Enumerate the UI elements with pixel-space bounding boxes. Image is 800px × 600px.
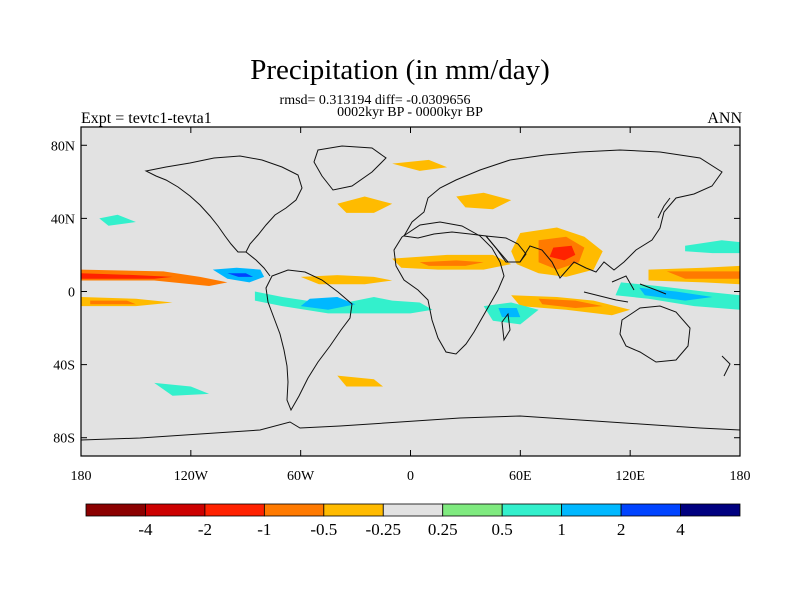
colorbar-swatch (204, 503, 265, 517)
colorbar: -4 -2 -1 -0.5 -0.25 0.25 0.5 1 2 4 (85, 503, 741, 539)
region-western-pacific-itcz-core (666, 271, 740, 279)
period-line: 0002kyr BP - 0000kyr BP (337, 105, 483, 120)
coast-indonesia (583, 275, 667, 303)
colorbar-label: 2 (617, 520, 626, 539)
region-southern-ocean-dry (337, 375, 383, 387)
coast-eurasia (403, 149, 723, 279)
colorbar-label: -0.25 (366, 520, 401, 539)
colorbar-swatch (85, 503, 146, 517)
colorbar-label: -4 (138, 520, 153, 539)
coastlines (81, 145, 740, 441)
region-south-pacific-dry-core (90, 300, 136, 305)
x-tick-label: 180 (71, 469, 92, 484)
region-arctic-dry (392, 159, 448, 171)
x-tick-label: 180 (730, 469, 751, 484)
region-sahel-dry-core (419, 260, 484, 266)
region-north-pacific-wet (685, 240, 740, 254)
colorbar-label: 4 (676, 520, 685, 539)
region-europe-dry (456, 192, 512, 210)
y-axis: 80N 40N 0 40S 80S (51, 139, 740, 447)
y-tick-label: 80S (53, 432, 75, 447)
coast-new-zealand (721, 355, 731, 377)
colorbar-swatch (561, 503, 622, 517)
x-tick-label: 0 (407, 469, 414, 484)
colorbar-swatch (620, 503, 681, 517)
chart-title: Precipitation (in mm/day) (250, 54, 550, 86)
coast-madagascar (501, 312, 511, 342)
coast-antarctica (81, 415, 740, 441)
colorbar-swatch (382, 503, 444, 517)
region-north-atlantic-wet (99, 214, 136, 226)
colorbar-label: -0.5 (310, 520, 337, 539)
colorbar-swatch (442, 503, 503, 517)
x-axis: 180 120W 60W 0 60E 120E 180 (71, 127, 751, 484)
region-tropical-atlantic-wet (254, 291, 433, 314)
region-atlantic-itcz-dry (300, 275, 393, 285)
coast-africa (393, 221, 505, 355)
colorbar-label: -2 (198, 520, 212, 539)
x-tick-label: 60E (509, 469, 532, 484)
colorbar-swatch (501, 503, 563, 517)
colorbar-label: -1 (257, 520, 271, 539)
coast-central-america (245, 251, 271, 277)
region-north-atlantic-dry (337, 196, 393, 213)
colorbar-label: 0.25 (428, 520, 458, 539)
coast-australia (619, 305, 691, 363)
season-label: ANN (707, 110, 742, 127)
region-india-core (549, 245, 576, 261)
y-tick-label: 40S (53, 359, 75, 374)
colorbar-swatch (145, 503, 206, 517)
stats-line: rmsd= 0.313194 diff= -0.0309656 (279, 93, 471, 108)
y-tick-label: 80N (51, 139, 75, 154)
coast-south-america (265, 269, 353, 412)
coast-japan (657, 197, 671, 219)
coast-arabia (484, 235, 527, 263)
colorbar-swatch (263, 503, 325, 517)
y-tick-label: 40N (51, 212, 75, 227)
x-tick-label: 120W (174, 469, 209, 484)
region-central-america-wet-core (227, 273, 254, 277)
experiment-label: Expt = tevtc1-tevta1 (81, 110, 212, 127)
coast-greenland (313, 145, 387, 191)
x-tick-label: 60W (287, 469, 315, 484)
region-south-indian-wet-core (498, 308, 521, 318)
x-tick-label: 120E (615, 469, 645, 484)
colorbar-label: 0.5 (492, 520, 513, 539)
y-tick-label: 0 (68, 286, 75, 301)
colorbar-swatch (680, 503, 741, 517)
region-maritime-continent-dry-core (538, 298, 603, 308)
colorbar-swatch (323, 503, 384, 517)
coast-north-america (144, 155, 303, 253)
region-southern-ocean-wet (154, 382, 210, 396)
region-east-pacific-itcz-north-core (81, 273, 173, 279)
colorbar-label: 1 (557, 520, 566, 539)
region-tropical-atlantic-wet-core (300, 297, 356, 310)
anomaly-regions (81, 159, 740, 396)
